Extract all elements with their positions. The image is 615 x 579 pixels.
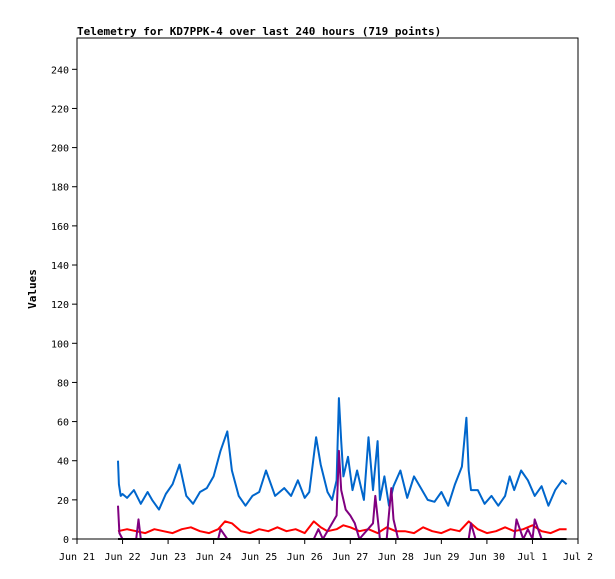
y-tick-label: 0 <box>63 535 69 546</box>
x-tick-label: Jun 30 <box>469 552 505 563</box>
y-tick-label: 100 <box>51 339 69 350</box>
x-tick-label: Jun 23 <box>150 552 186 563</box>
y-tick-label: 120 <box>51 300 69 311</box>
x-tick-label: Jun 22 <box>104 552 140 563</box>
x-axis: Jun 21 Jun 22 Jun 23 Jun 24 Jun 25 Jun 26 Jun … <box>59 539 593 563</box>
y-tick-label: 160 <box>51 222 69 233</box>
series-lines <box>117 397 568 540</box>
y-tick-label: 140 <box>51 261 69 272</box>
y-axis: 0 20 40 60 80 100 120 140 160 180 200 220 240 <box>51 65 77 546</box>
x-tick-label: Jun 21 <box>59 552 95 563</box>
series-line-2 <box>117 520 567 535</box>
y-tick-label: 220 <box>51 104 69 115</box>
plot-frame <box>76 37 579 540</box>
x-tick-label: Jun 27 <box>332 552 368 563</box>
y-tick-label: 180 <box>51 183 69 194</box>
y-tick-label: 200 <box>51 144 69 155</box>
x-tick-label: Jun 25 <box>241 552 277 563</box>
series-line-3 <box>117 449 551 540</box>
x-tick-label: Jun 24 <box>196 552 232 563</box>
y-axis-label: Values <box>26 269 39 309</box>
series-line-1 <box>117 397 568 511</box>
y-tick-label: 80 <box>57 378 69 389</box>
x-tick-label: Jun 28 <box>378 552 414 563</box>
chart-title: Telemetry for KD7PPK-4 over last 240 hou… <box>77 25 441 38</box>
y-tick-label: 40 <box>57 457 69 468</box>
y-tick-label: 60 <box>57 418 69 429</box>
y-tick-label: 240 <box>51 65 69 76</box>
x-tick-label: Jun 29 <box>423 552 459 563</box>
x-tick-label: Jul 1 <box>517 552 547 563</box>
x-tick-label: Jun 26 <box>287 552 323 563</box>
y-tick-label: 20 <box>57 496 69 507</box>
x-tick-label: Jul 2 <box>563 552 593 563</box>
